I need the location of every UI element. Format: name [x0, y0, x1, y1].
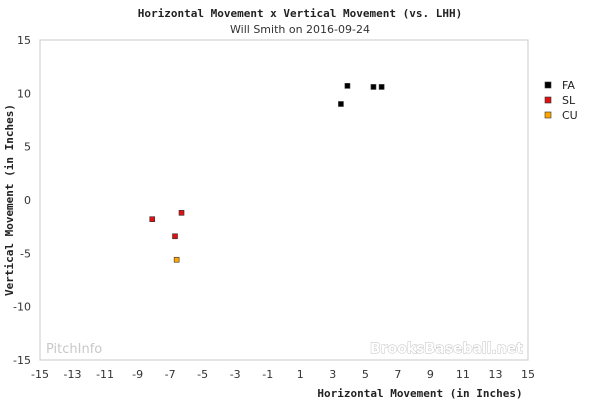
legend-swatch-cu: [544, 111, 552, 119]
brooksbaseball-watermark: BrooksBaseball.net: [370, 341, 523, 357]
y-tick-label: 15: [17, 34, 31, 47]
point-cu: [173, 256, 180, 263]
chart-subtitle: Will Smith on 2016-09-24: [230, 23, 370, 36]
point-sl: [178, 210, 185, 216]
x-tick-label: -13: [64, 368, 82, 381]
x-tick-label: 3: [329, 368, 336, 381]
legend-label-sl: SL: [562, 94, 576, 107]
x-tick-label: -11: [96, 368, 114, 381]
x-tick-label: -9: [132, 368, 143, 381]
y-tick-label: 10: [17, 87, 31, 100]
y-tick-label: -10: [13, 301, 31, 314]
x-tick-label: -7: [165, 368, 176, 381]
legend-swatch-fa: [544, 81, 552, 89]
data-points: [149, 83, 385, 263]
x-tick-label: 7: [394, 368, 401, 381]
x-tick-label: -15: [31, 368, 49, 381]
legend-swatch-sl: [544, 96, 552, 104]
y-tick-label: 5: [24, 141, 31, 154]
plot-area: [39, 39, 529, 361]
point-sl: [172, 233, 178, 240]
x-tick-label: -1: [262, 368, 273, 381]
x-tick-label: 5: [362, 368, 369, 381]
x-tick-label: 11: [456, 368, 470, 381]
point-fa: [378, 84, 385, 90]
x-tick-label: 1: [297, 368, 304, 381]
x-tick-label: 9: [427, 368, 434, 381]
x-tick-label: -3: [230, 368, 241, 381]
legend-label-fa: FA: [562, 79, 575, 92]
legend: FA SL CU: [544, 79, 578, 122]
y-tick-label: -15: [13, 354, 31, 367]
pitchinfo-watermark: PitchInfo: [46, 342, 102, 357]
point-fa: [370, 84, 377, 90]
x-tick-label: 15: [521, 368, 535, 381]
x-tick-label: -5: [197, 368, 208, 381]
y-tick-label: 0: [24, 194, 31, 207]
y-axis-ticks: 15 10 5 0 -5 -10 -15: [13, 34, 31, 367]
point-fa: [344, 83, 351, 89]
legend-label-cu: CU: [562, 109, 578, 122]
y-axis-title: Vertical Movement (in Inches): [3, 104, 16, 296]
point-fa: [338, 101, 344, 107]
chart-title: Horizontal Movement x Vertical Movement …: [138, 7, 463, 20]
x-axis-ticks: -15 -13 -11 -9 -7 -5 -3 -1 1 3 5 7 9 11 13 15: [31, 368, 535, 381]
x-tick-label: 13: [488, 368, 502, 381]
y-tick-label: -5: [20, 247, 31, 260]
x-axis-title: Horizontal Movement (in Inches): [317, 387, 522, 400]
point-sl: [149, 216, 156, 222]
